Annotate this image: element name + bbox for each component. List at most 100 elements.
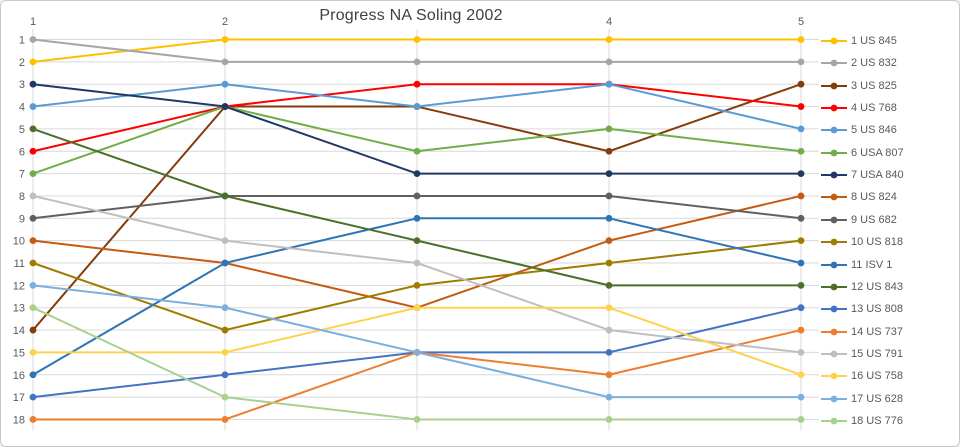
legend-item[interactable]: 10 US 818 bbox=[821, 231, 903, 253]
data-point-marker[interactable] bbox=[29, 416, 37, 423]
legend-item[interactable]: 1 US 845 bbox=[821, 30, 897, 52]
data-point-marker[interactable] bbox=[413, 103, 421, 110]
data-point-marker[interactable] bbox=[29, 237, 37, 245]
data-point-marker[interactable] bbox=[797, 371, 805, 379]
data-point-marker[interactable] bbox=[29, 326, 37, 334]
data-point-marker[interactable] bbox=[797, 80, 805, 88]
legend-item[interactable]: 5 US 846 bbox=[821, 119, 897, 141]
series-15-us-791[interactable] bbox=[29, 192, 805, 356]
data-point-marker[interactable] bbox=[413, 259, 421, 267]
data-point-marker[interactable] bbox=[797, 416, 805, 423]
data-point-marker[interactable] bbox=[221, 80, 229, 88]
data-point-marker[interactable] bbox=[221, 58, 229, 66]
data-point-marker[interactable] bbox=[605, 170, 613, 178]
data-point-marker[interactable] bbox=[797, 281, 805, 289]
series-5-us-846[interactable] bbox=[29, 80, 805, 133]
data-point-marker[interactable] bbox=[221, 103, 229, 110]
data-point-marker[interactable] bbox=[605, 147, 613, 155]
data-point-marker[interactable] bbox=[797, 304, 805, 312]
legend-item[interactable]: 4 US 768 bbox=[821, 97, 897, 119]
data-point-marker[interactable] bbox=[605, 80, 613, 88]
data-point-marker[interactable] bbox=[605, 36, 613, 43]
data-point-marker[interactable] bbox=[29, 125, 37, 133]
data-point-marker[interactable] bbox=[797, 103, 805, 110]
data-point-marker[interactable] bbox=[221, 416, 229, 423]
data-point-marker[interactable] bbox=[797, 326, 805, 334]
data-point-marker[interactable] bbox=[221, 371, 229, 379]
series-1-us-845[interactable] bbox=[29, 36, 805, 66]
data-point-marker[interactable] bbox=[605, 281, 613, 289]
data-point-marker[interactable] bbox=[29, 192, 37, 200]
legend-item[interactable]: 16 US 758 bbox=[821, 365, 903, 387]
data-point-marker[interactable] bbox=[605, 349, 613, 356]
data-point-marker[interactable] bbox=[605, 393, 613, 401]
data-point-marker[interactable] bbox=[29, 371, 37, 379]
data-point-marker[interactable] bbox=[413, 281, 421, 289]
data-point-marker[interactable] bbox=[29, 393, 37, 401]
legend-item[interactable]: 13 US 808 bbox=[821, 298, 903, 320]
legend-item[interactable]: 17 US 628 bbox=[821, 388, 903, 410]
data-point-marker[interactable] bbox=[605, 58, 613, 66]
data-point-marker[interactable] bbox=[605, 259, 613, 267]
data-point-marker[interactable] bbox=[797, 36, 805, 43]
data-point-marker[interactable] bbox=[797, 192, 805, 200]
series-2-us-832[interactable] bbox=[29, 36, 805, 66]
data-point-marker[interactable] bbox=[29, 304, 37, 312]
data-point-marker[interactable] bbox=[221, 349, 229, 356]
data-point-marker[interactable] bbox=[605, 192, 613, 200]
data-point-marker[interactable] bbox=[605, 304, 613, 312]
data-point-marker[interactable] bbox=[221, 237, 229, 245]
data-point-marker[interactable] bbox=[29, 103, 37, 110]
data-point-marker[interactable] bbox=[221, 192, 229, 200]
data-point-marker[interactable] bbox=[413, 304, 421, 312]
data-point-marker[interactable] bbox=[413, 192, 421, 200]
data-point-marker[interactable] bbox=[221, 326, 229, 334]
data-point-marker[interactable] bbox=[797, 393, 805, 401]
data-point-marker[interactable] bbox=[29, 147, 37, 155]
data-point-marker[interactable] bbox=[413, 80, 421, 88]
data-point-marker[interactable] bbox=[413, 58, 421, 66]
data-point-marker[interactable] bbox=[413, 237, 421, 245]
data-point-marker[interactable] bbox=[797, 58, 805, 66]
data-point-marker[interactable] bbox=[797, 349, 805, 356]
data-point-marker[interactable] bbox=[605, 416, 613, 423]
legend-item[interactable]: 3 US 825 bbox=[821, 75, 897, 97]
data-point-marker[interactable] bbox=[29, 58, 37, 66]
data-point-marker[interactable] bbox=[797, 237, 805, 245]
data-point-marker[interactable] bbox=[221, 259, 229, 267]
data-point-marker[interactable] bbox=[413, 36, 421, 43]
data-point-marker[interactable] bbox=[29, 259, 37, 267]
legend-item[interactable]: 6 USA 807 bbox=[821, 142, 904, 164]
legend-item[interactable]: 15 US 791 bbox=[821, 343, 903, 365]
data-point-marker[interactable] bbox=[221, 304, 229, 312]
legend-item[interactable]: 11 ISV 1 bbox=[821, 254, 892, 276]
data-point-marker[interactable] bbox=[29, 349, 37, 356]
data-point-marker[interactable] bbox=[605, 371, 613, 379]
data-point-marker[interactable] bbox=[797, 147, 805, 155]
legend-item[interactable]: 14 US 737 bbox=[821, 321, 903, 343]
data-point-marker[interactable] bbox=[29, 170, 37, 178]
legend-item[interactable]: 2 US 832 bbox=[821, 52, 897, 74]
data-point-marker[interactable] bbox=[221, 36, 229, 43]
legend-item[interactable]: 7 USA 840 bbox=[821, 164, 904, 186]
data-point-marker[interactable] bbox=[29, 214, 37, 222]
data-point-marker[interactable] bbox=[413, 147, 421, 155]
data-point-marker[interactable] bbox=[29, 281, 37, 289]
data-point-marker[interactable] bbox=[413, 214, 421, 222]
data-point-marker[interactable] bbox=[605, 237, 613, 245]
data-point-marker[interactable] bbox=[605, 326, 613, 334]
data-point-marker[interactable] bbox=[413, 349, 421, 356]
series-18-us-776[interactable] bbox=[29, 304, 805, 423]
data-point-marker[interactable] bbox=[29, 80, 37, 88]
legend-item[interactable]: 18 US 776 bbox=[821, 410, 903, 432]
data-point-marker[interactable] bbox=[605, 214, 613, 222]
data-point-marker[interactable] bbox=[797, 170, 805, 178]
data-point-marker[interactable] bbox=[221, 393, 229, 401]
data-point-marker[interactable] bbox=[29, 36, 37, 43]
series-16-us-758[interactable] bbox=[29, 304, 805, 379]
data-point-marker[interactable] bbox=[797, 214, 805, 222]
series-17-us-628[interactable] bbox=[29, 281, 805, 401]
data-point-marker[interactable] bbox=[413, 170, 421, 178]
data-point-marker[interactable] bbox=[605, 125, 613, 133]
series-12-us-843[interactable] bbox=[29, 125, 805, 289]
